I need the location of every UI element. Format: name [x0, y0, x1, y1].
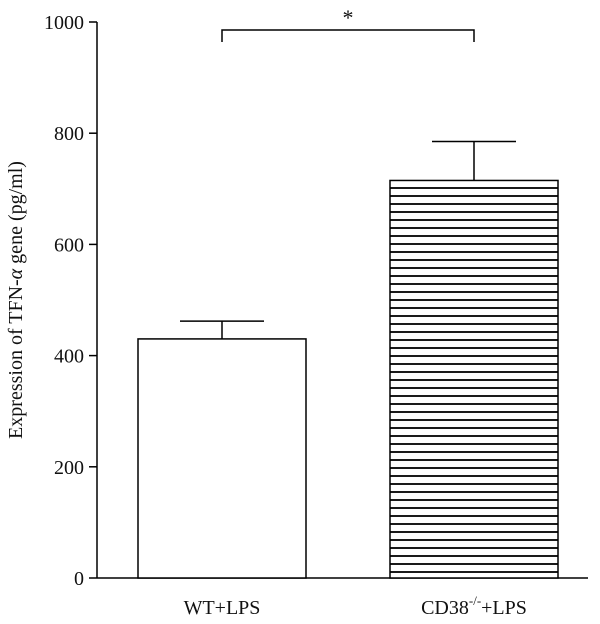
category-label-cd38-main: CD38: [421, 597, 469, 619]
y-tick-label: 400: [54, 346, 84, 368]
bar-cd38-lps: [389, 179, 559, 579]
y-axis-title: Expression of TFN-α gene (pg/ml): [5, 161, 27, 439]
significance-bracket-line: [221, 29, 475, 42]
y-tick-label: 1000: [44, 12, 84, 34]
y-tick-label: 800: [54, 123, 84, 145]
significance-bracket: *: [221, 5, 475, 42]
category-label-cd38-tail: +LPS: [481, 597, 527, 619]
category-label-wt-lps: WT+LPS: [184, 597, 261, 619]
category-label-cd38-sup: -/-: [469, 593, 481, 608]
significance-star: *: [343, 5, 354, 30]
y-axis-title-suffix: gene (pg/ml): [5, 161, 27, 269]
y-ticks: 0 200 400 600 800 1000: [44, 12, 97, 590]
bars: [137, 140, 559, 579]
y-tick-label: 200: [54, 457, 84, 479]
y-tick-label: 600: [54, 234, 84, 256]
category-label-wt-lps-text: WT+LPS: [184, 597, 261, 619]
bar-wt-lps: [137, 338, 307, 579]
category-label-cd38-lps: CD38-/-+LPS: [421, 593, 527, 619]
y-axis-title-prefix: Expression of TFN-: [5, 279, 27, 439]
y-axis-title-italic: α: [5, 268, 27, 279]
y-tick-label: 0: [74, 568, 84, 590]
